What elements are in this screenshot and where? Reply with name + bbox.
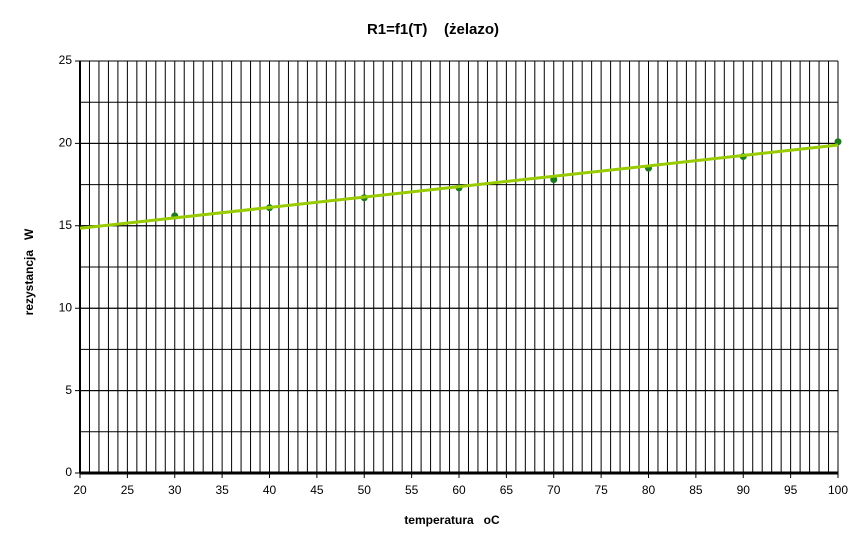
x-tick-label: 70	[547, 483, 561, 497]
x-tick-label: 25	[121, 483, 135, 497]
x-tick-label: 35	[215, 483, 229, 497]
chart-title: R1=f1(T) (żelazo)	[367, 21, 499, 38]
x-tick-label: 30	[168, 483, 182, 497]
x-tick-label: 50	[358, 483, 372, 497]
y-tick-label: 0	[65, 465, 72, 479]
x-tick-label: 85	[689, 483, 703, 497]
y-axis-label: rezystancja W	[22, 228, 36, 315]
trendline	[79, 143, 839, 230]
x-axis-label: temperatura oC	[404, 513, 500, 527]
x-tick-label: 75	[594, 483, 608, 497]
y-tick-label: 10	[59, 300, 73, 314]
x-tick-label: 60	[452, 483, 466, 497]
x-tick-label: 40	[263, 483, 277, 497]
x-tick-label: 65	[500, 483, 514, 497]
y-tick-label: 20	[59, 136, 73, 150]
x-tick-label: 95	[784, 483, 798, 497]
x-tick-label: 80	[642, 483, 656, 497]
y-tick-label: 25	[59, 53, 73, 67]
x-tick-label: 100	[828, 483, 848, 497]
x-tick-label: 20	[73, 483, 87, 497]
x-tick-label: 55	[405, 483, 419, 497]
y-tick-label: 15	[59, 218, 73, 232]
x-tick-label: 45	[310, 483, 324, 497]
y-tick-label: 5	[65, 383, 72, 397]
data-point	[834, 138, 842, 146]
x-tick-label: 90	[737, 483, 751, 497]
